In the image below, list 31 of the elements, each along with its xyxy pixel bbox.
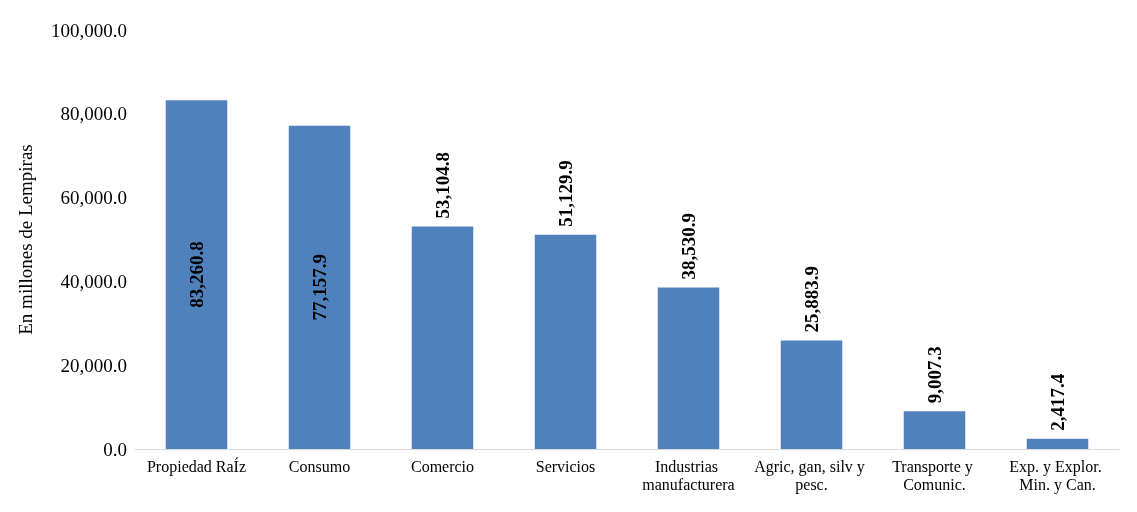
data-label: 9,007.3 (924, 346, 945, 404)
bar (903, 411, 966, 449)
bar (411, 226, 474, 449)
x-tick-label: Agric, gan, silv y pesc. (754, 457, 869, 494)
data-label: 83,260.8 (186, 241, 207, 308)
x-tick-label: Servicios (535, 457, 596, 475)
bar (165, 100, 228, 449)
y-tick-label: 80,000.0 (60, 103, 127, 125)
bar (534, 234, 597, 449)
y-tick-label: 0.0 (103, 438, 127, 460)
y-tick-label: 40,000.0 (60, 270, 127, 292)
x-tick-label: Comercio (410, 457, 475, 475)
data-label: 53,104.8 (432, 151, 453, 219)
x-tick-label: Propiedad RaÍz (146, 456, 247, 476)
data-label: 51,129.9 (555, 160, 576, 227)
bar (657, 287, 720, 449)
y-tick-label: 20,000.0 (60, 354, 127, 376)
data-label: 38,530.9 (678, 213, 699, 280)
y-axis-title: En millones de Lempiras (15, 144, 36, 335)
data-label: 25,883.9 (801, 266, 822, 333)
bar (1026, 438, 1089, 449)
x-tick-label: Consumo (288, 457, 351, 475)
data-label: 2,417.4 (1047, 373, 1068, 431)
data-label: 77,157.9 (309, 254, 330, 321)
bar (288, 125, 351, 449)
y-tick-label: 100,000.0 (51, 19, 127, 41)
x-tick-label: Exp. y Explor. Min. y Can. (1009, 457, 1106, 494)
x-tick-label: Industrias manufacturera (642, 457, 735, 493)
bar (780, 340, 843, 449)
x-tick-label: Transporte y Comunic. (892, 457, 977, 493)
y-tick-label: 60,000.0 (60, 187, 127, 209)
